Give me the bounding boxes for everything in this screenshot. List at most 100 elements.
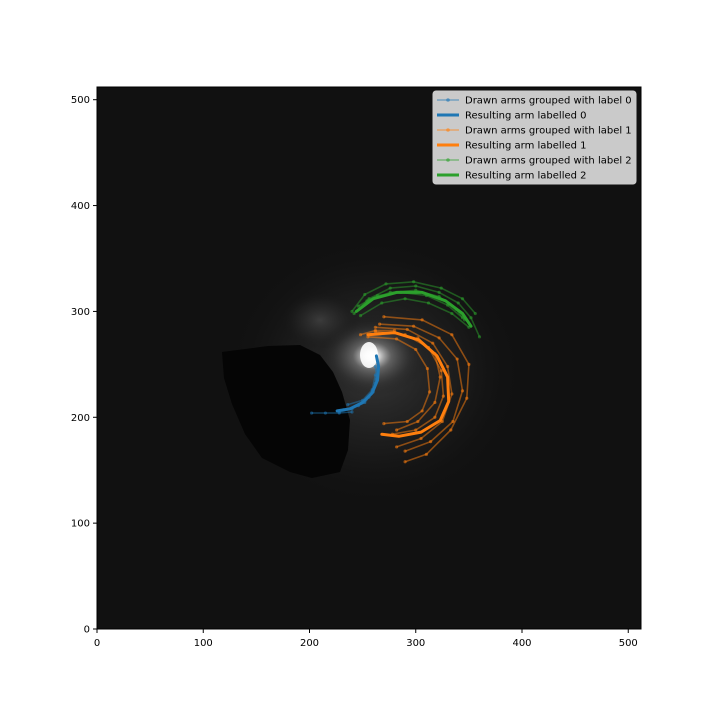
resulting-arm-line <box>354 290 473 328</box>
drawn-arm-point <box>438 375 442 379</box>
drawn-arm-point <box>352 311 356 316</box>
drawn-arm-line <box>311 411 353 414</box>
legend-marker <box>446 98 450 102</box>
series-3 <box>366 331 451 438</box>
drawn-arm-line <box>375 326 453 448</box>
drawn-arm-point <box>405 419 409 424</box>
drawn-arm-point <box>437 290 441 294</box>
drawn-arm-point <box>433 400 437 405</box>
series-1 <box>335 354 381 413</box>
drawn-arm-point <box>382 315 386 319</box>
masked-region <box>222 345 350 478</box>
resulting-arm-line <box>366 331 451 438</box>
drawn-arm-point <box>465 396 469 400</box>
drawn-arm-line <box>353 285 481 338</box>
drawn-arm-point <box>451 419 455 424</box>
drawn-arm-point <box>384 282 388 286</box>
drawn-arm-point <box>373 373 377 377</box>
drawn-arm-point <box>395 428 399 432</box>
drawn-arm-point <box>416 419 420 424</box>
drawn-arm-point <box>358 314 363 318</box>
resulting-arm-line <box>335 354 381 413</box>
drawn-arm-point <box>426 301 431 305</box>
drawn-arm-point <box>403 449 407 453</box>
drawn-arm-point <box>412 280 416 284</box>
x-tick-label: 0 <box>94 638 100 649</box>
x-tick-label: 300 <box>406 638 425 649</box>
drawn-arm-point <box>414 347 418 352</box>
legend: Drawn arms grouped with label 0 Resulting… <box>432 90 637 185</box>
drawn-arm-point <box>350 410 354 414</box>
drawn-arm-point <box>446 364 450 369</box>
y-tick-label: 300 <box>71 307 90 318</box>
drawn-arm-line <box>367 336 431 425</box>
arm-layer <box>310 280 482 464</box>
drawn-arm-point <box>437 336 441 340</box>
drawn-arm-point <box>403 297 407 301</box>
drawn-arm-point <box>419 436 423 441</box>
drawn-arm-point <box>424 452 428 456</box>
drawn-arm-point <box>467 362 471 366</box>
legend-item: Resulting arm labelled 1 <box>437 141 587 152</box>
drawn-arm-point <box>450 392 454 396</box>
drawn-arm-point <box>373 328 377 333</box>
drawn-arm-point <box>450 333 454 337</box>
drawn-arm-point <box>460 297 465 301</box>
drawn-arm-point <box>414 428 418 432</box>
x-tick-label: 500 <box>619 638 638 649</box>
drawn-arm-point <box>449 428 453 432</box>
drawn-arm-point <box>469 316 473 320</box>
drawn-arm-point <box>420 318 424 322</box>
drawn-arm-point <box>420 409 424 413</box>
drawn-arm-point <box>429 440 433 444</box>
legend-item: Drawn arms grouped with label 0 <box>437 96 632 107</box>
drawn-arm-point <box>382 422 386 426</box>
drawn-arm-point <box>441 394 445 398</box>
legend-item: Resulting arm labelled 2 <box>437 171 587 182</box>
y-tick-label: 200 <box>71 413 90 424</box>
legend-label: Resulting arm labelled 0 <box>465 111 587 122</box>
drawn-arm-line <box>360 297 470 328</box>
legend-marker <box>446 158 450 162</box>
drawn-arm-point <box>310 411 314 415</box>
legend-label: Resulting arm labelled 2 <box>465 171 587 182</box>
drawn-arm-point <box>412 324 416 328</box>
legend-marker <box>446 128 450 132</box>
drawn-arm-point <box>425 366 430 371</box>
drawn-arm-point <box>414 284 418 288</box>
drawn-arm-point <box>395 445 399 449</box>
legend-label: Drawn arms grouped with label 0 <box>465 96 632 107</box>
drawn-arm-point <box>388 286 392 290</box>
drawn-arm-point <box>455 357 459 361</box>
series-5 <box>354 290 473 328</box>
drawn-arm-point <box>373 364 377 369</box>
y-tick-label: 0 <box>84 625 90 636</box>
plot-frame <box>96 86 642 630</box>
drawn-arm-point <box>403 460 407 464</box>
legend-item: Drawn arms grouped with label 1 <box>437 126 632 137</box>
drawn-arm-point <box>439 286 443 290</box>
x-tick-label: 200 <box>300 638 319 649</box>
drawn-arm-point <box>363 292 367 297</box>
legend-label: Resulting arm labelled 1 <box>465 141 587 152</box>
y-tick-label: 500 <box>71 95 90 106</box>
drawn-arm-point <box>450 311 454 316</box>
y-axis: 0 100 200 300 400 500 <box>71 95 97 636</box>
legend-label: Drawn arms grouped with label 2 <box>465 156 632 167</box>
drawn-arm-point <box>431 341 435 345</box>
drawn-arm-point <box>433 415 437 419</box>
drawn-arm-line <box>383 315 470 463</box>
drawn-arm-point <box>460 389 465 393</box>
drawn-arm-point <box>456 301 460 305</box>
x-tick-label: 400 <box>512 638 531 649</box>
drawn-arm-point <box>473 311 477 316</box>
drawn-arm-point <box>405 327 409 332</box>
legend-box <box>432 90 637 185</box>
y-tick-label: 400 <box>71 201 90 212</box>
drawn-arm-point <box>439 369 443 373</box>
drawn-arm-line <box>347 374 377 406</box>
drawn-arm-point <box>323 411 328 415</box>
drawn-arm-point <box>358 333 363 337</box>
drawn-arm-point <box>350 309 354 314</box>
